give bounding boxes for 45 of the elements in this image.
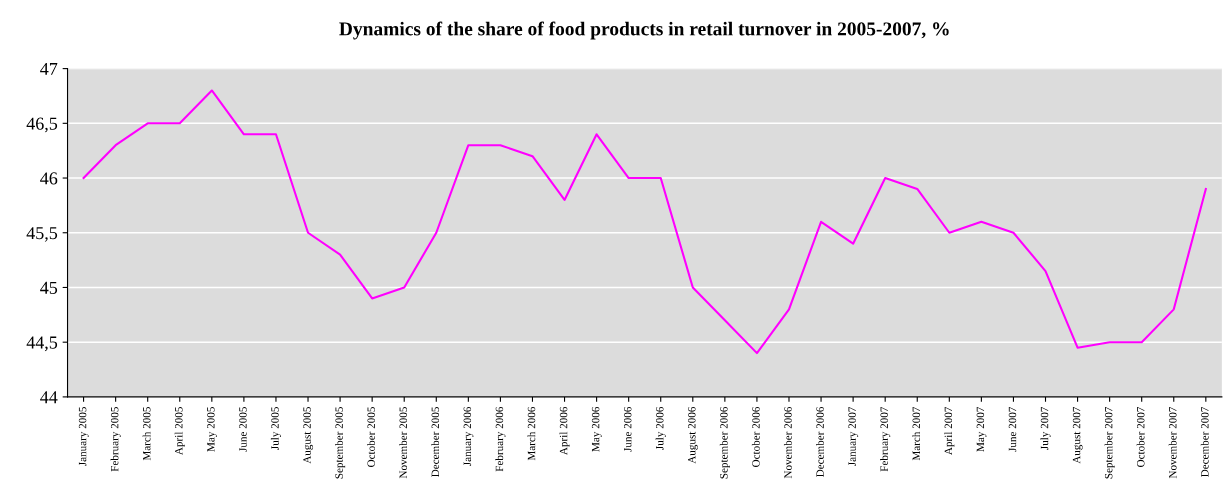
- x-tick-label: September 2005: [335, 407, 346, 479]
- x-tick-label: February 2006: [495, 406, 506, 472]
- y-tick-label: 46,5: [26, 117, 58, 133]
- x-tick-label: May 2007: [976, 406, 987, 452]
- x-tick-label: May 2005: [207, 407, 217, 452]
- x-tick-label: June 2005: [239, 407, 247, 452]
- x-tick-label: August 2007: [1072, 406, 1083, 464]
- x-tick-label: December 2005: [431, 407, 440, 477]
- x-tick-label: May 2006: [591, 406, 602, 452]
- x-tick-label: January 2006: [463, 406, 474, 466]
- y-tick-label: 44,5: [26, 336, 58, 352]
- x-tick-label: January 2007: [848, 406, 859, 466]
- x-tick-label: March 2007: [912, 406, 921, 461]
- x-tick-label: December 2006: [816, 406, 824, 477]
- x-tick-label: March 2006: [527, 406, 536, 461]
- x-tick-label: April 2007: [944, 406, 955, 455]
- x-tick-label: August 2006: [688, 406, 698, 464]
- y-tick-label: 47: [40, 62, 58, 75]
- x-tick-label: September 2006: [719, 406, 730, 479]
- x-tick-label: November 2007: [1168, 406, 1177, 479]
- x-tick-label: October 2007: [1136, 406, 1145, 467]
- x-tick-label: February 2005: [110, 407, 121, 472]
- chart-title: Dynamics of the share of food products in retail turnover in 2005-2007, %: [339, 21, 949, 40]
- x-tick-label: October 2006: [751, 406, 760, 467]
- x-tick-label: July 2005: [270, 407, 282, 450]
- x-tick-label: January 2005: [78, 407, 89, 466]
- x-tick-label: November 2006: [783, 406, 792, 479]
- y-tick-label: 46: [40, 172, 58, 185]
- x-tick-label: April 2006: [559, 406, 570, 455]
- y-tick-label: 44: [40, 391, 58, 404]
- x-tick-label: July 2007: [1040, 406, 1051, 450]
- x-tick-label: November 2005: [399, 407, 407, 479]
- x-tick-label: October 2005: [367, 407, 375, 467]
- line-series: [82, 89, 1207, 355]
- x-tick-label: June 2007: [1008, 406, 1017, 452]
- x-tick-label: December 2007: [1200, 406, 1209, 477]
- y-tick-label: 45,5: [26, 227, 58, 242]
- x-tick-label: August 2005: [303, 407, 314, 464]
- x-tick-label: July 2006: [655, 406, 666, 450]
- x-tick-label: February 2007: [880, 406, 891, 472]
- x-tick-label: April 2005: [174, 407, 185, 455]
- x-tick-label: June 2006: [623, 406, 632, 452]
- x-tick-label: September 2007: [1104, 406, 1115, 479]
- y-tick-label: 45: [40, 281, 58, 294]
- x-tick-label: March 2005: [142, 407, 151, 461]
